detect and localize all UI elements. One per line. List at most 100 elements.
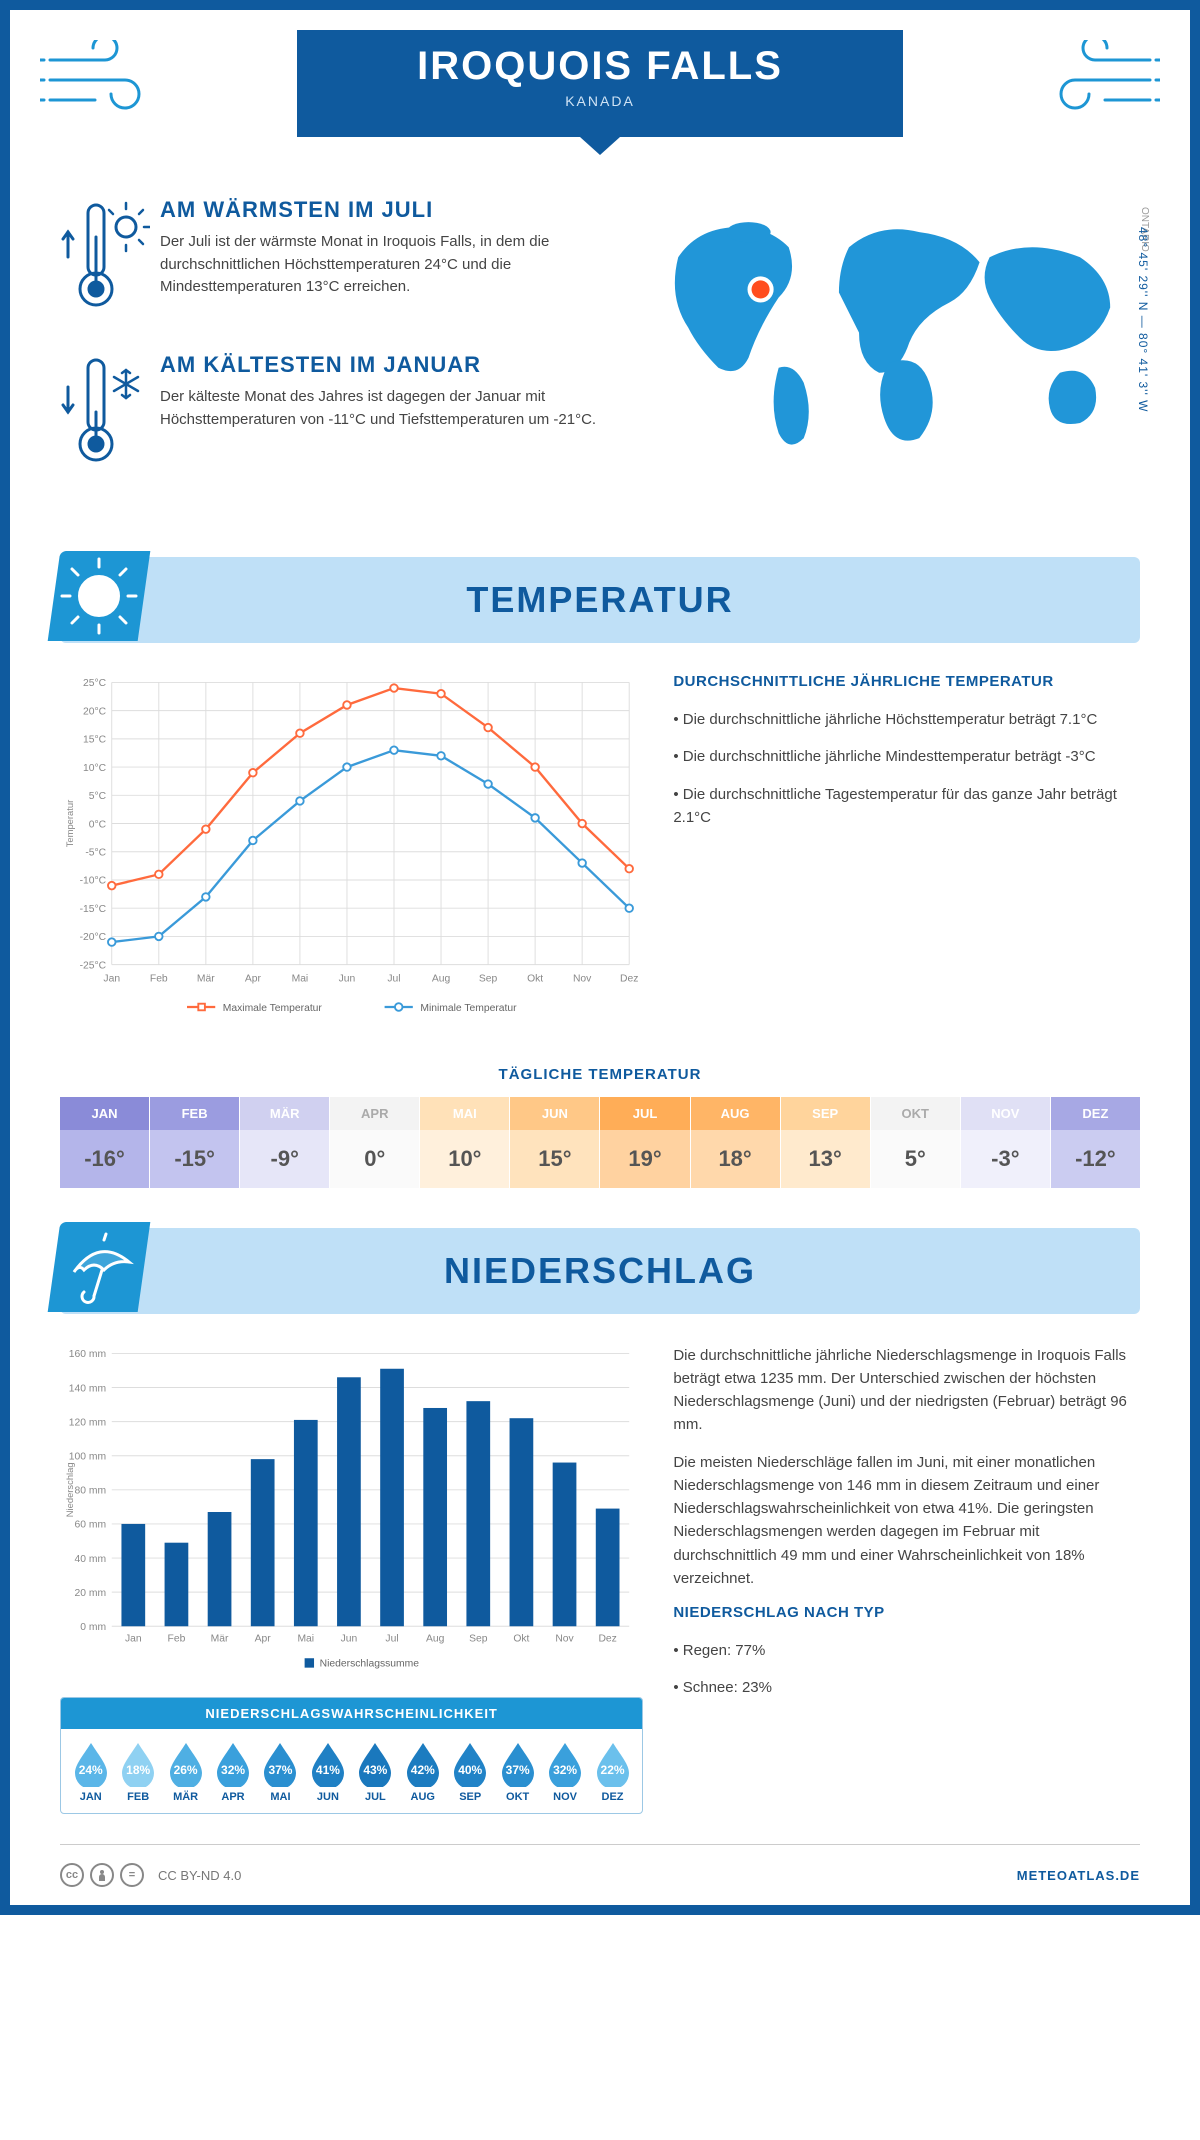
umbrella-icon [48,1222,151,1312]
svg-text:0 mm: 0 mm [80,1622,106,1633]
month-cell: FEB-15° [150,1097,240,1188]
month-cell: MAI10° [420,1097,510,1188]
intro-section: AM WÄRMSTEN IM JULI Der Juli ist der wär… [10,177,1190,537]
svg-text:-25°C: -25°C [80,960,107,971]
title-ribbon: IROQUOIS FALLS KANADA [297,30,903,137]
svg-text:Temperatur: Temperatur [64,800,75,848]
svg-text:Mär: Mär [197,974,215,985]
svg-text:10°C: 10°C [83,763,107,774]
svg-text:5°C: 5°C [89,791,107,802]
svg-text:160 mm: 160 mm [69,1349,106,1360]
daily-temp-grid: JAN-16°FEB-15°MÄR-9°APR0°MAI10°JUN15°JUL… [60,1097,1140,1188]
svg-text:Minimale Temperatur: Minimale Temperatur [420,1003,517,1014]
precip-prob-title: NIEDERSCHLAGSWAHRSCHEINLICHKEIT [61,1698,642,1729]
svg-text:Dez: Dez [598,1633,616,1644]
svg-text:-10°C: -10°C [80,876,107,887]
cc-icon: cc [60,1863,84,1887]
thermometer-sun-icon [60,197,150,322]
page-subtitle: KANADA [417,93,783,109]
svg-text:-15°C: -15°C [80,904,107,915]
by-icon [90,1863,114,1887]
svg-text:Sep: Sep [479,974,498,985]
svg-text:Apr: Apr [255,1633,272,1644]
header: IROQUOIS FALLS KANADA [10,10,1190,177]
month-cell: AUG18° [691,1097,781,1188]
svg-text:Nov: Nov [573,974,592,985]
temperature-banner: TEMPERATUR [60,557,1140,643]
fact-warm-title: AM WÄRMSTEN IM JULI [160,197,638,223]
precip-p2: Die meisten Niederschläge fallen im Juni… [673,1451,1140,1591]
svg-text:Jul: Jul [385,1633,398,1644]
precip-banner: NIEDERSCHLAG [60,1228,1140,1314]
thermometer-snow-icon [60,352,150,477]
temp-bullet-3: • Die durchschnittliche Tagestemperatur … [673,783,1140,830]
fact-coldest: AM KÄLTESTEN IM JANUAR Der kälteste Mona… [60,352,638,477]
svg-text:Aug: Aug [426,1633,445,1644]
prob-cell: 43%JUL [352,1741,399,1803]
svg-text:Jan: Jan [103,974,120,985]
precip-probability-box: NIEDERSCHLAGSWAHRSCHEINLICHKEIT 24%JAN18… [60,1697,643,1814]
svg-text:100 mm: 100 mm [69,1451,106,1462]
svg-text:Sep: Sep [469,1633,488,1644]
site-name: METEOATLAS.DE [1017,1868,1140,1883]
svg-text:Jun: Jun [339,974,356,985]
nd-icon: = [120,1863,144,1887]
svg-text:Niederschlagssumme: Niederschlagssumme [320,1658,420,1669]
license-text: CC BY-ND 4.0 [158,1868,241,1883]
fact-warm-text: Der Juli ist der wärmste Monat in Iroquo… [160,231,638,299]
svg-text:25°C: 25°C [83,678,107,689]
month-cell: MÄR-9° [240,1097,330,1188]
svg-text:Feb: Feb [168,1633,186,1644]
svg-text:Nov: Nov [555,1633,574,1644]
prob-cell: 41%JUN [304,1741,351,1803]
license-block: cc = CC BY-ND 4.0 [60,1863,241,1887]
month-cell: DEZ-12° [1051,1097,1140,1188]
svg-text:Feb: Feb [150,974,168,985]
svg-text:80 mm: 80 mm [75,1485,107,1496]
precip-p1: Die durchschnittliche jährliche Niedersc… [673,1344,1140,1437]
footer: cc = CC BY-ND 4.0 METEOATLAS.DE [60,1844,1140,1905]
svg-text:Okt: Okt [513,1633,529,1644]
map-panel: ONTARIO 48° 45' 29'' N — 80° 41' 3'' W [638,197,1140,507]
sun-icon [48,551,151,641]
svg-text:Mär: Mär [211,1633,229,1644]
svg-text:Jun: Jun [341,1633,358,1644]
month-cell: NOV-3° [961,1097,1051,1188]
temperature-title: TEMPERATUR [60,579,1140,621]
page-container: IROQUOIS FALLS KANADA [0,0,1200,1915]
daily-temp-title: TÄGLICHE TEMPERATUR [10,1066,1190,1083]
svg-text:Dez: Dez [620,974,638,985]
month-cell: JUN15° [510,1097,600,1188]
svg-text:20 mm: 20 mm [75,1587,107,1598]
prob-cell: 26%MÄR [162,1741,209,1803]
svg-text:20°C: 20°C [83,706,107,717]
precip-type-b2: • Schnee: 23% [673,1676,1140,1699]
temp-bullet-2: • Die durchschnittliche jährliche Mindes… [673,745,1140,768]
temp-summary-heading: DURCHSCHNITTLICHE JÄHRLICHE TEMPERATUR [673,673,1140,690]
prob-cell: 32%NOV [541,1741,588,1803]
wind-icon [1040,40,1160,120]
svg-text:0°C: 0°C [89,819,107,830]
svg-text:-5°C: -5°C [85,848,106,859]
month-cell: JUL19° [600,1097,690,1188]
prob-cell: 40%SEP [447,1741,494,1803]
svg-text:-20°C: -20°C [80,932,107,943]
month-cell: OKT5° [871,1097,961,1188]
svg-text:Niederschlag: Niederschlag [64,1462,75,1517]
svg-text:140 mm: 140 mm [69,1383,106,1394]
fact-cold-text: Der kälteste Monat des Jahres ist dagege… [160,386,638,431]
temperature-body: -25°C -20°C -15°C -10°C -5°C 0°C 5°C 10°C 15°C 20… [10,673,1190,1066]
svg-text:15°C: 15°C [83,735,107,746]
precip-title: NIEDERSCHLAG [60,1250,1140,1292]
fact-cold-title: AM KÄLTESTEN IM JANUAR [160,352,638,378]
precip-type-heading: NIEDERSCHLAG NACH TYP [673,1604,1140,1621]
svg-text:120 mm: 120 mm [69,1417,106,1428]
svg-text:Jan: Jan [125,1633,142,1644]
svg-text:Aug: Aug [432,974,451,985]
prob-cell: 37%MAI [257,1741,304,1803]
precip-summary: Die durchschnittliche jährliche Niedersc… [673,1344,1140,1815]
svg-text:Maximale Temperatur: Maximale Temperatur [223,1003,323,1014]
month-cell: APR0° [330,1097,420,1188]
intro-facts: AM WÄRMSTEN IM JULI Der Juli ist der wär… [60,197,638,507]
svg-text:Jul: Jul [387,974,400,985]
